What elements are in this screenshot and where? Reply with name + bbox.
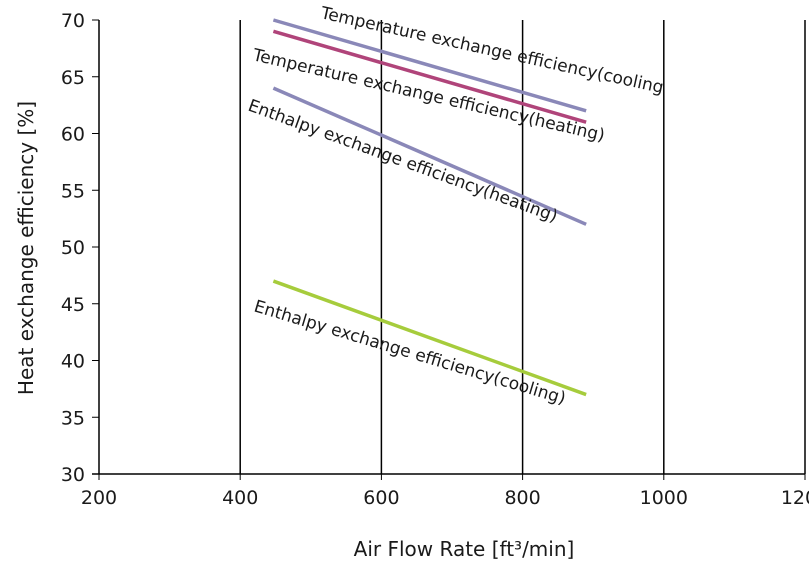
x-axis-title: Air Flow Rate [ft³/min] [354, 537, 575, 561]
series-lines [272, 18, 587, 397]
y-tick-labels: 30 35 40 45 50 55 60 65 70 [61, 10, 85, 486]
series-line [272, 279, 587, 397]
y-tick-label: 60 [61, 124, 85, 146]
series-line [272, 86, 587, 226]
x-tick-label: 1000 [640, 487, 688, 509]
y-axis-title: Heat exchange efficiency [%] [14, 101, 38, 395]
x-tick-label: 200 [81, 487, 117, 509]
grid-lines [239, 20, 806, 474]
x-tick-label: 400 [222, 487, 258, 509]
series-line [272, 29, 587, 124]
y-tick-label: 55 [61, 180, 85, 202]
x-tick-label: 1200 [781, 487, 809, 509]
series-line [272, 18, 587, 113]
y-tick-label: 50 [61, 237, 85, 259]
y-tick-label: 40 [61, 351, 85, 373]
y-tick-label: 45 [61, 294, 85, 316]
x-tick-label: 800 [504, 487, 540, 509]
y-tick-label: 65 [61, 67, 85, 89]
y-tick-label: 30 [61, 464, 85, 486]
x-tick-label: 600 [363, 487, 399, 509]
x-tick-labels: 200 400 600 800 1000 1200 [81, 487, 809, 509]
y-tick-label: 70 [61, 10, 85, 32]
y-tick-label: 35 [61, 407, 85, 429]
axes [92, 19, 806, 480]
series-label: Enthalpy exchange efficiency(cooling) [252, 297, 568, 409]
